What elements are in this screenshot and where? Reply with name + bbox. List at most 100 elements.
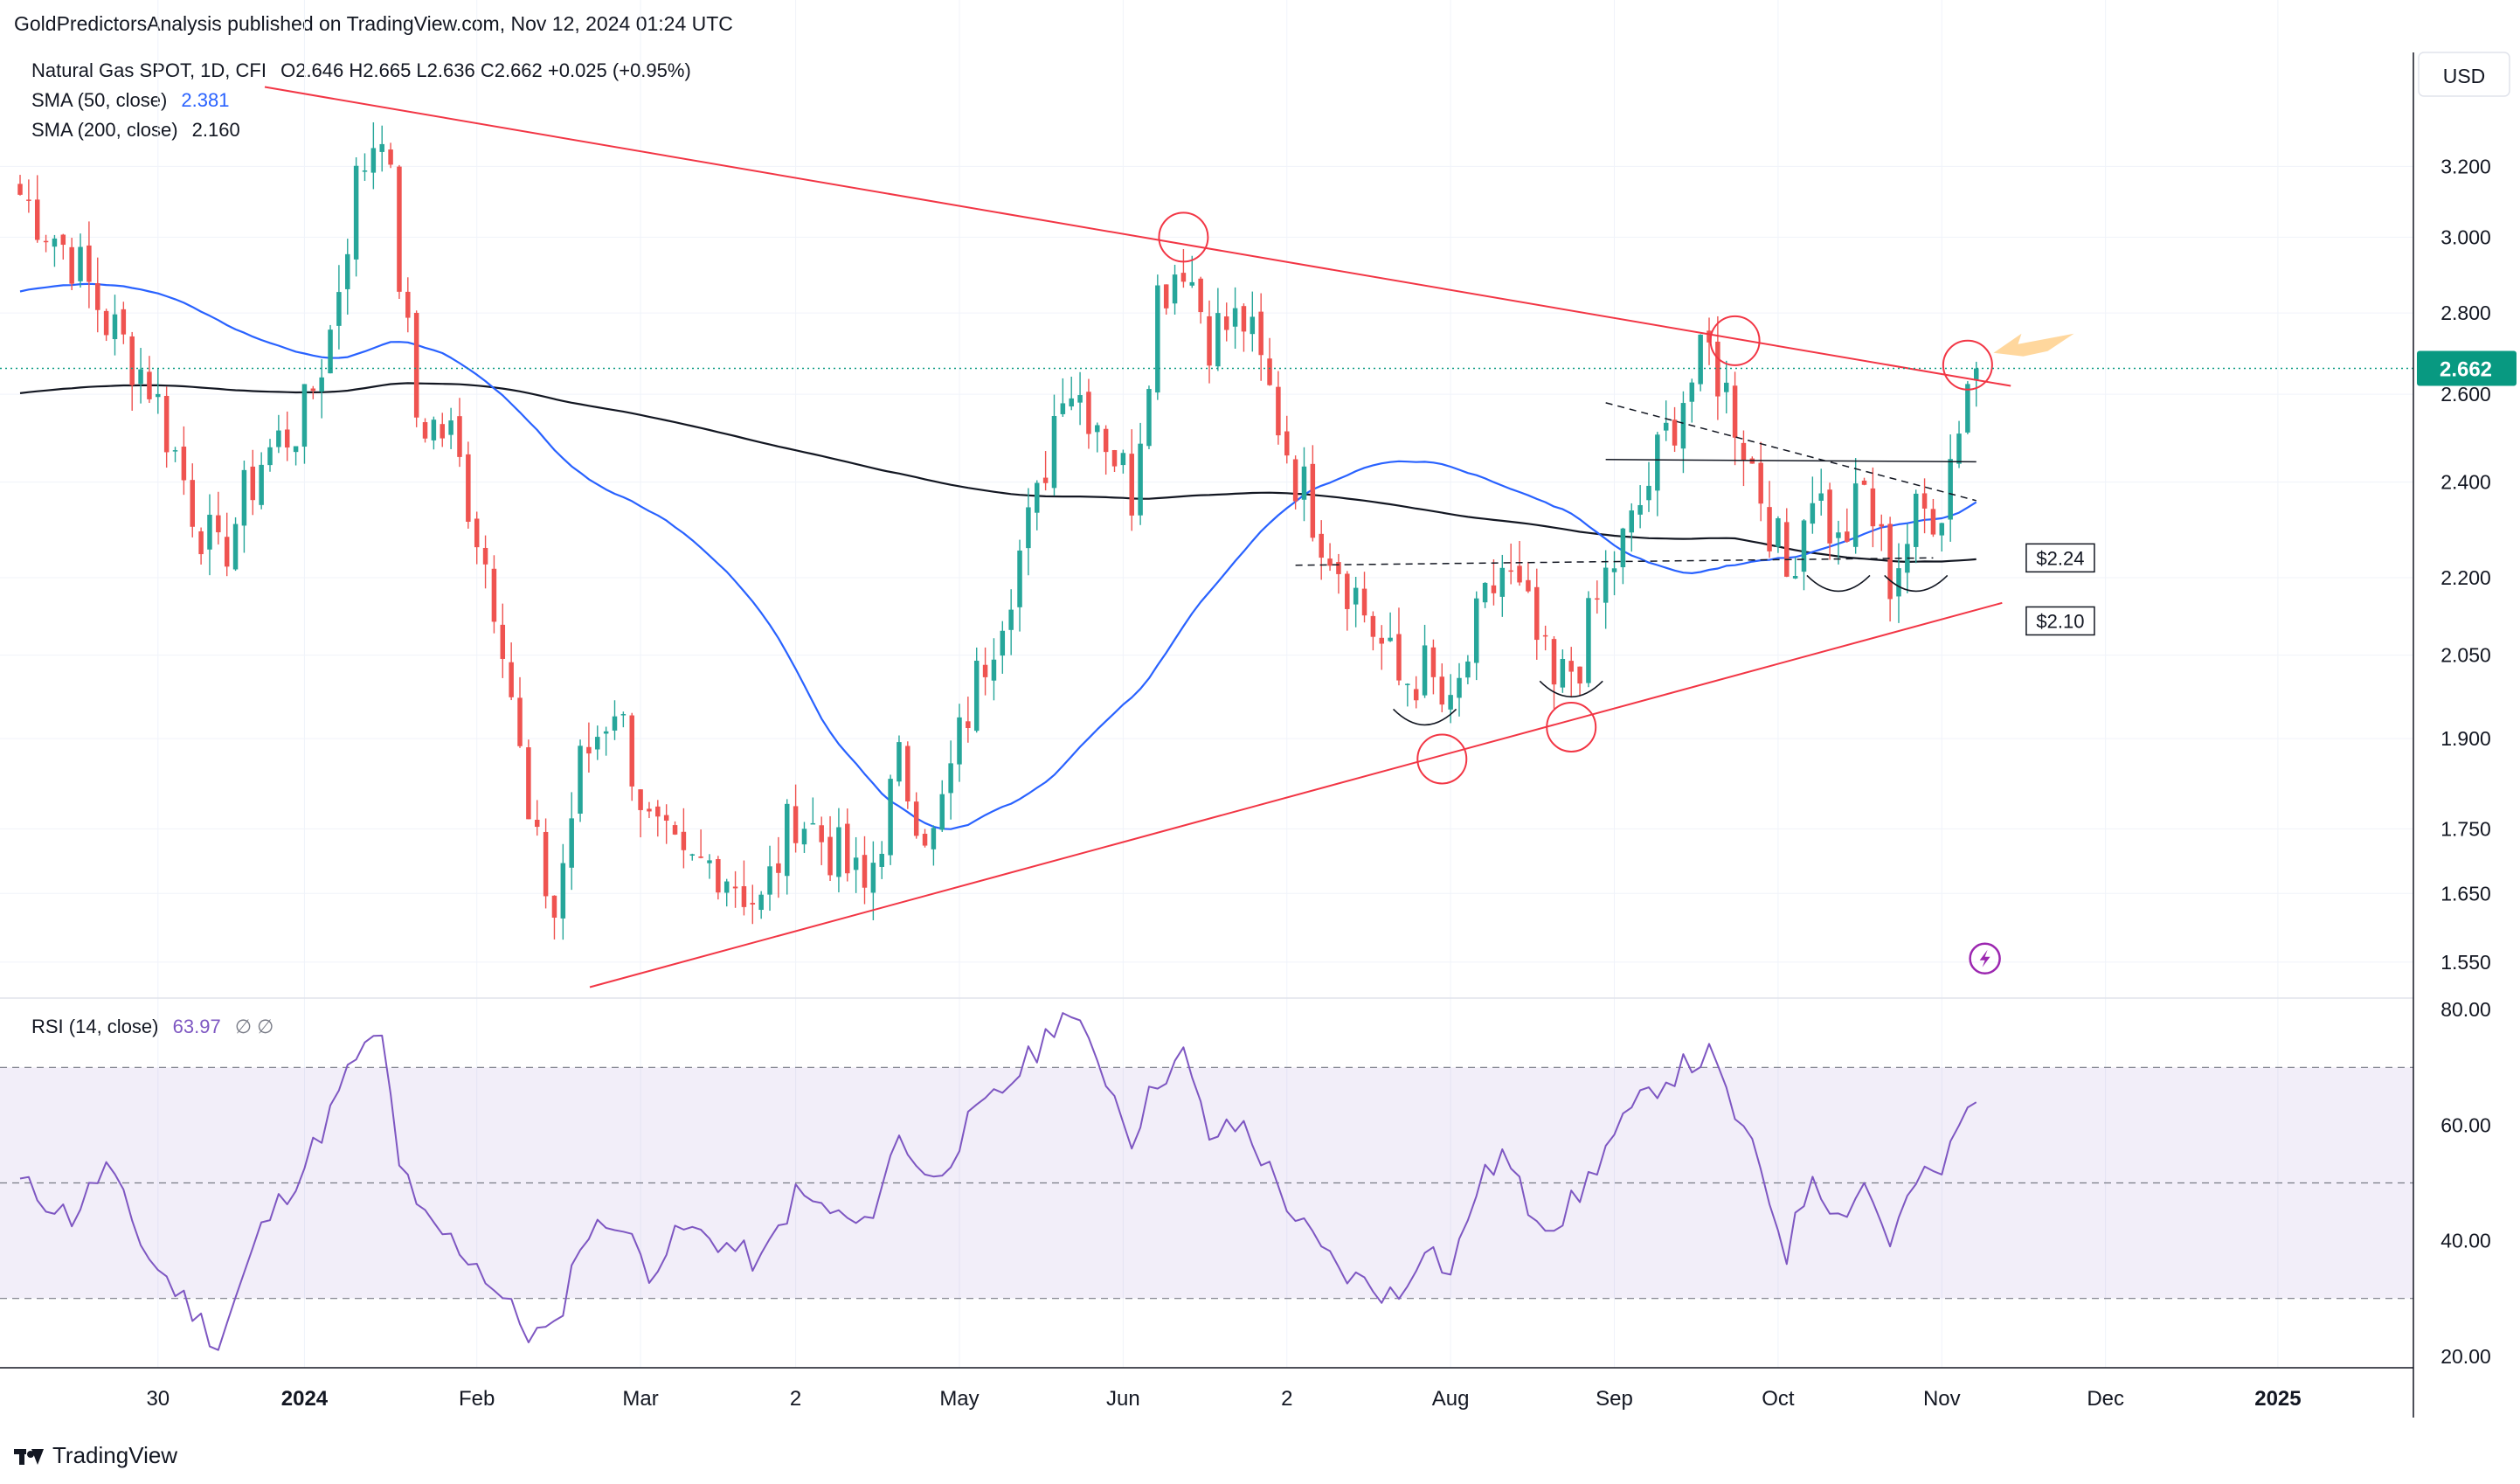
candle <box>793 784 799 853</box>
candle <box>948 740 953 820</box>
candle <box>379 125 384 172</box>
candle <box>853 836 859 893</box>
candle-body <box>1095 425 1100 433</box>
candle-body <box>1413 689 1419 701</box>
candle-body <box>1887 524 1893 600</box>
price-tick-label: 1.900 <box>2440 727 2491 750</box>
tradingview-logo[interactable]: TradingView <box>14 1442 177 1469</box>
candle <box>1232 287 1238 350</box>
candle <box>156 368 161 414</box>
candle <box>1913 489 1919 564</box>
candle-body <box>1542 635 1548 637</box>
candle-body <box>1276 386 1281 436</box>
candle-body <box>784 803 790 877</box>
sma50-polyline <box>19 282 1977 830</box>
price-tick-label: 2.200 <box>2440 566 2491 589</box>
legend-sma50-row[interactable]: SMA (50, close) 2.381 <box>31 89 229 112</box>
candle <box>526 739 531 820</box>
candle-body <box>1861 480 1867 485</box>
trendlines <box>264 86 2011 988</box>
time-tick-label: Sep <box>1596 1387 1633 1411</box>
candle <box>1948 434 1953 542</box>
candle-body <box>1663 422 1669 431</box>
candle-body <box>172 450 178 452</box>
candle <box>586 722 592 773</box>
candle-body <box>1715 341 1720 397</box>
candle-body <box>328 329 333 374</box>
candle-body <box>982 664 988 677</box>
candle <box>1896 543 1901 623</box>
price-grid <box>0 0 2413 1368</box>
candle <box>1379 625 1384 670</box>
legend-rsi-row[interactable]: RSI (14, close) 63.97 ∅ ∅ <box>31 1016 273 1038</box>
candle-body <box>431 420 437 440</box>
candle-body <box>1069 398 1074 407</box>
time-tick-label: Mar <box>622 1387 658 1411</box>
candle-body <box>595 737 600 750</box>
candle <box>897 735 902 787</box>
candle-body <box>1526 579 1531 592</box>
candle-body <box>1172 274 1178 304</box>
time-tick-label: 2 <box>1281 1387 1292 1411</box>
legend-rsi-label: RSI (14, close) <box>31 1016 159 1037</box>
candle <box>1250 291 1256 352</box>
candle-body <box>716 859 721 893</box>
candle-body <box>638 789 643 810</box>
candle <box>973 647 980 733</box>
candle-body <box>224 537 230 567</box>
candle <box>1111 449 1118 472</box>
candle-body <box>819 825 824 843</box>
candle-body <box>95 283 100 310</box>
candle-body <box>1042 477 1049 483</box>
candle <box>103 309 109 342</box>
candle <box>922 829 928 848</box>
candle <box>482 535 488 589</box>
candle-body <box>1000 630 1006 656</box>
rsi-tick-label: 60.00 <box>2440 1113 2491 1136</box>
candle-body <box>870 863 876 893</box>
candle-body <box>1810 503 1816 524</box>
candle-body <box>1870 488 1876 527</box>
candle-body <box>1767 507 1772 551</box>
candle-body <box>1517 565 1522 583</box>
candle-body <box>1595 598 1600 600</box>
candle-body <box>26 199 31 201</box>
candle <box>284 411 290 461</box>
candle <box>1741 430 1747 487</box>
candle <box>1215 288 1221 371</box>
candle-body <box>1741 442 1747 461</box>
support-trendline <box>589 601 2003 988</box>
candle-body <box>1896 568 1901 597</box>
candle-body <box>732 886 738 889</box>
rsi-tick-label: 20.00 <box>2440 1345 2491 1368</box>
candle <box>1086 378 1091 449</box>
candle-body <box>345 253 350 289</box>
candle-body <box>1672 420 1678 446</box>
candle-body <box>1405 683 1410 685</box>
time-tick-label: 2 <box>790 1387 801 1411</box>
candle <box>1077 371 1083 426</box>
candle-body <box>129 336 135 385</box>
candle-body <box>578 745 583 814</box>
candle-body <box>647 808 652 812</box>
candle-body <box>1921 493 1928 509</box>
candle-body <box>526 747 531 820</box>
price-tick-label: 2.400 <box>2440 471 2491 494</box>
candle-body <box>948 763 953 794</box>
legend-sma200-row[interactable]: SMA (200, close) 2.160 <box>31 119 240 142</box>
candle-body <box>1035 482 1040 513</box>
candle-body <box>1723 382 1729 392</box>
candle <box>1319 520 1324 580</box>
candle <box>1870 467 1876 548</box>
candle-body <box>689 854 696 856</box>
price-label: $2.24 <box>2036 547 2084 569</box>
candle <box>147 356 152 404</box>
candle <box>689 853 696 861</box>
candle-body <box>1732 385 1738 438</box>
base-arc <box>1806 574 1871 593</box>
candle <box>1534 568 1540 660</box>
candle <box>1852 458 1859 554</box>
candle <box>163 386 170 468</box>
candle <box>1861 477 1867 486</box>
